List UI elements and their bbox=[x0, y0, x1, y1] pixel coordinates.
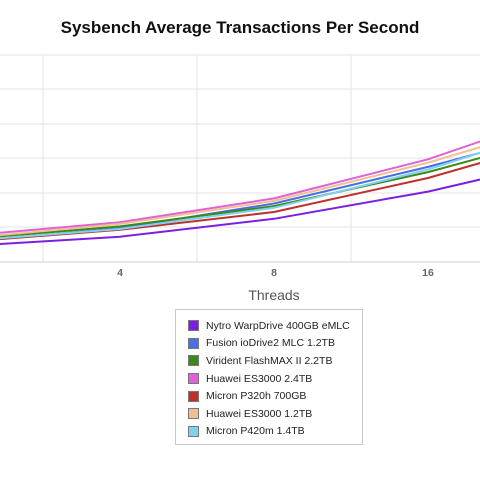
legend-entry: Micron P420m 1.4TB bbox=[188, 423, 362, 441]
legend-label: Huawei ES3000 2.4TB bbox=[206, 372, 313, 385]
legend: Nytro WarpDrive 400GB eMLC Fusion ioDrive… bbox=[175, 309, 363, 445]
legend-entry: Fusion ioDrive2 MLC 1.2TB bbox=[188, 335, 362, 353]
series-lines bbox=[0, 140, 480, 245]
legend-label: Fusion ioDrive2 MLC 1.2TB bbox=[206, 337, 335, 350]
legend-swatch bbox=[188, 337, 199, 349]
series-line bbox=[0, 151, 480, 240]
series-line bbox=[0, 151, 480, 240]
series-line bbox=[0, 178, 480, 245]
legend-entry: Nytro WarpDrive 400GB eMLC bbox=[188, 317, 362, 335]
legend-swatch bbox=[188, 425, 199, 437]
legend-swatch bbox=[188, 408, 199, 420]
legend-swatch bbox=[188, 320, 199, 332]
legend-label: Huawei ES3000 1.2TB bbox=[206, 407, 313, 420]
legend-swatch bbox=[188, 355, 199, 367]
x-tick-label: 4 bbox=[117, 267, 123, 279]
legend-swatch bbox=[188, 390, 199, 402]
legend-swatch bbox=[188, 373, 199, 385]
grid bbox=[0, 54, 480, 263]
legend-label: Virident FlashMAX II 2.2TB bbox=[206, 354, 333, 367]
chart-title: Sysbench Average Transactions Per Second bbox=[60, 18, 420, 37]
x-tick-labels: 4 8 16 bbox=[117, 267, 434, 279]
legend-entry: Huawei ES3000 1.2TB bbox=[188, 405, 362, 423]
series-line bbox=[0, 140, 480, 234]
legend-label: Micron P420m 1.4TB bbox=[206, 425, 305, 438]
legend-label: Micron P320h 700GB bbox=[206, 390, 307, 403]
legend-entry: Virident FlashMAX II 2.2TB bbox=[188, 352, 362, 370]
legend-entry: Huawei ES3000 2.4TB bbox=[188, 370, 362, 388]
series-line bbox=[0, 146, 480, 237]
series-line bbox=[0, 156, 480, 238]
legend-entry: Micron P320h 700GB bbox=[188, 387, 362, 405]
x-axis-label: Threads bbox=[248, 287, 300, 303]
x-tick-label: 8 bbox=[271, 267, 277, 279]
x-tick-label: 16 bbox=[422, 267, 434, 279]
legend-label: Nytro WarpDrive 400GB eMLC bbox=[206, 319, 350, 332]
